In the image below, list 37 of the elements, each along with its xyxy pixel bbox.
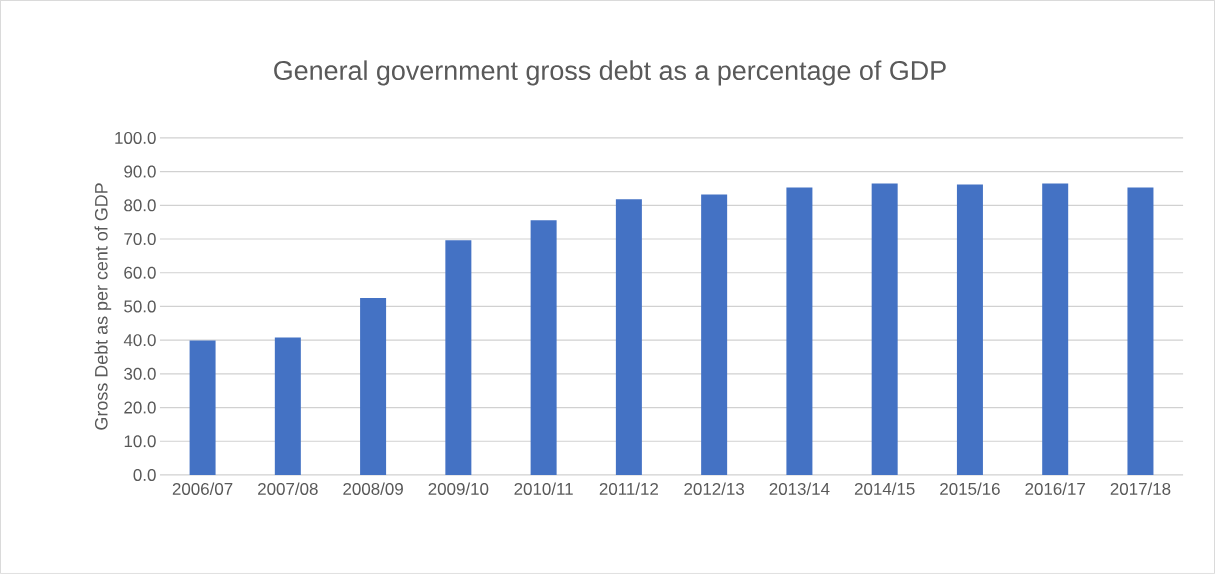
chart-title: General government gross debt as a percentage of GDP — [274, 60, 946, 86]
bar — [274, 337, 301, 476]
y-tick-label: 80.0 — [124, 199, 156, 212]
y-tick-label: 50.0 — [124, 300, 156, 313]
y-tick-label: 30.0 — [124, 367, 156, 380]
x-tick-label: 2010/11 — [514, 482, 573, 495]
y-tick-label: 60.0 — [124, 266, 156, 279]
x-tick-label: 2016/17 — [1025, 482, 1085, 495]
bar — [701, 194, 728, 476]
bar — [615, 199, 642, 476]
bar — [360, 298, 387, 476]
x-tick-label: 2012/13 — [684, 482, 744, 495]
x-tick-label: 2009/10 — [428, 482, 489, 495]
x-tick-label: 2006/07 — [172, 482, 233, 495]
y-tick-label: 100.0 — [115, 131, 156, 144]
bar — [445, 240, 472, 476]
y-tick-label: 10.0 — [124, 435, 156, 448]
bar — [956, 184, 983, 476]
bar — [871, 183, 898, 476]
y-tick-label: 0.0 — [133, 469, 156, 482]
y-tick-label: 20.0 — [124, 401, 156, 414]
x-tick-label: 2008/09 — [343, 482, 403, 495]
x-tick-label: 2014/15 — [854, 482, 915, 495]
y-tick-label: 90.0 — [124, 165, 156, 178]
bar — [1042, 183, 1069, 476]
y-axis-title: Gross Debt as per cent of GDP — [94, 183, 112, 430]
x-tick-label: 2013/14 — [769, 482, 830, 495]
y-tick-label: 70.0 — [124, 233, 156, 246]
bar — [530, 220, 557, 476]
x-tick-label: 2011/12 — [599, 482, 659, 495]
bar — [786, 187, 813, 476]
y-tick-label: 40.0 — [123, 334, 156, 347]
x-tick-label: 2007/08 — [258, 482, 318, 495]
x-tick-label: 2015/16 — [940, 482, 1000, 495]
bar — [1127, 187, 1154, 476]
x-tick-label: 2017/18 — [1110, 482, 1171, 495]
bar — [189, 340, 216, 476]
